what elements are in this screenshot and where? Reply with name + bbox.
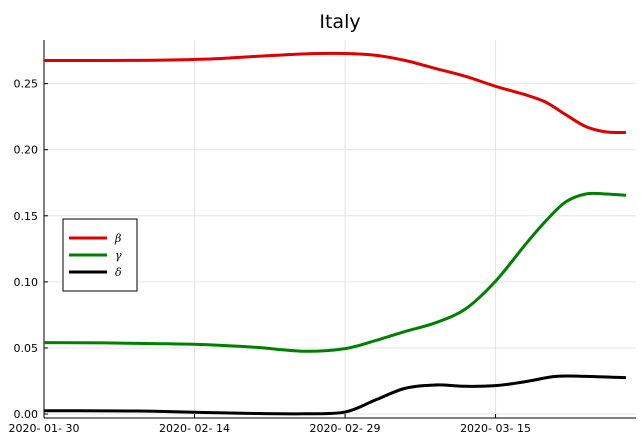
y-tick-label: 0.05	[14, 342, 39, 355]
legend-label: γ	[115, 249, 122, 262]
legend-label: β	[114, 232, 121, 245]
chart-title: Italy	[319, 11, 360, 33]
y-tick-label: 0.20	[14, 144, 39, 157]
x-tick-label: 2020- 01- 30	[9, 422, 80, 435]
series-line-0	[44, 53, 626, 132]
legend: βγδ	[63, 219, 137, 291]
x-tick-label: 2020- 03- 15	[460, 422, 531, 435]
y-tick-label: 0.25	[14, 78, 39, 91]
y-tick-label: 0.00	[14, 408, 39, 421]
y-tick-label: 0.15	[14, 210, 39, 223]
series-line-2	[44, 376, 626, 414]
x-tick-label: 2020- 02- 29	[310, 422, 381, 435]
y-tick-label: 0.10	[14, 276, 39, 289]
x-tick-label: 2020- 02- 14	[159, 422, 230, 435]
legend-label: δ	[115, 266, 122, 279]
